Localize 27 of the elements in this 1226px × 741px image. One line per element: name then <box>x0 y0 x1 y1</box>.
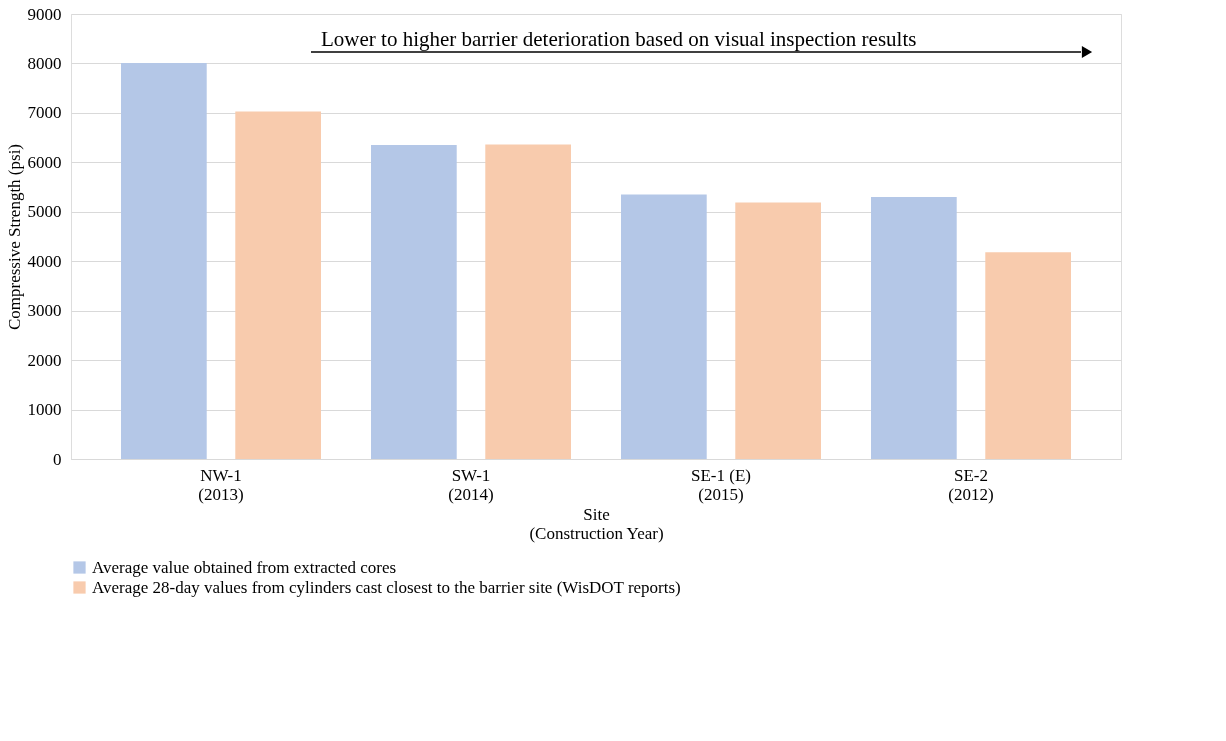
y-tick-label: 5000 <box>27 202 62 222</box>
y-tick-label: 7000 <box>27 103 62 123</box>
legend-label: Average value obtained from extracted cores <box>92 557 397 577</box>
y-tick-label: 0 <box>53 449 62 469</box>
legend-label: Average 28-day values from cylinders cast closest to the barrier site (WisDOT reports) <box>92 577 681 597</box>
x-tick-label: NW-1 (2013) <box>198 465 244 504</box>
y-tick-label: 3000 <box>27 301 62 321</box>
x-tick-label: SW-1 (2014) <box>448 465 494 504</box>
y-tick-label: 4000 <box>27 251 62 271</box>
bar <box>371 145 457 459</box>
y-tick-label: 1000 <box>27 400 62 420</box>
y-tick-label: 8000 <box>27 53 62 73</box>
bar <box>985 252 1071 459</box>
bar <box>121 62 207 459</box>
bar <box>485 144 571 459</box>
y-axis-title: Compressive Strength (psi) <box>4 143 24 331</box>
y-tick-label: 2000 <box>27 350 62 370</box>
y-tick-label: 6000 <box>27 152 62 172</box>
bar <box>621 194 707 459</box>
bar <box>735 202 821 459</box>
x-axis-title: Site (Construction Year) <box>529 504 664 543</box>
x-tick-label: SE-1 (E) (2015) <box>691 465 751 504</box>
x-tick-label: SE-2 (2012) <box>948 465 994 504</box>
bar <box>235 111 321 459</box>
y-tick-label: 9000 <box>27 4 62 24</box>
annotation: Lower to higher barrier deterioration based on visual inspection results <box>321 27 917 51</box>
bar <box>871 196 957 459</box>
